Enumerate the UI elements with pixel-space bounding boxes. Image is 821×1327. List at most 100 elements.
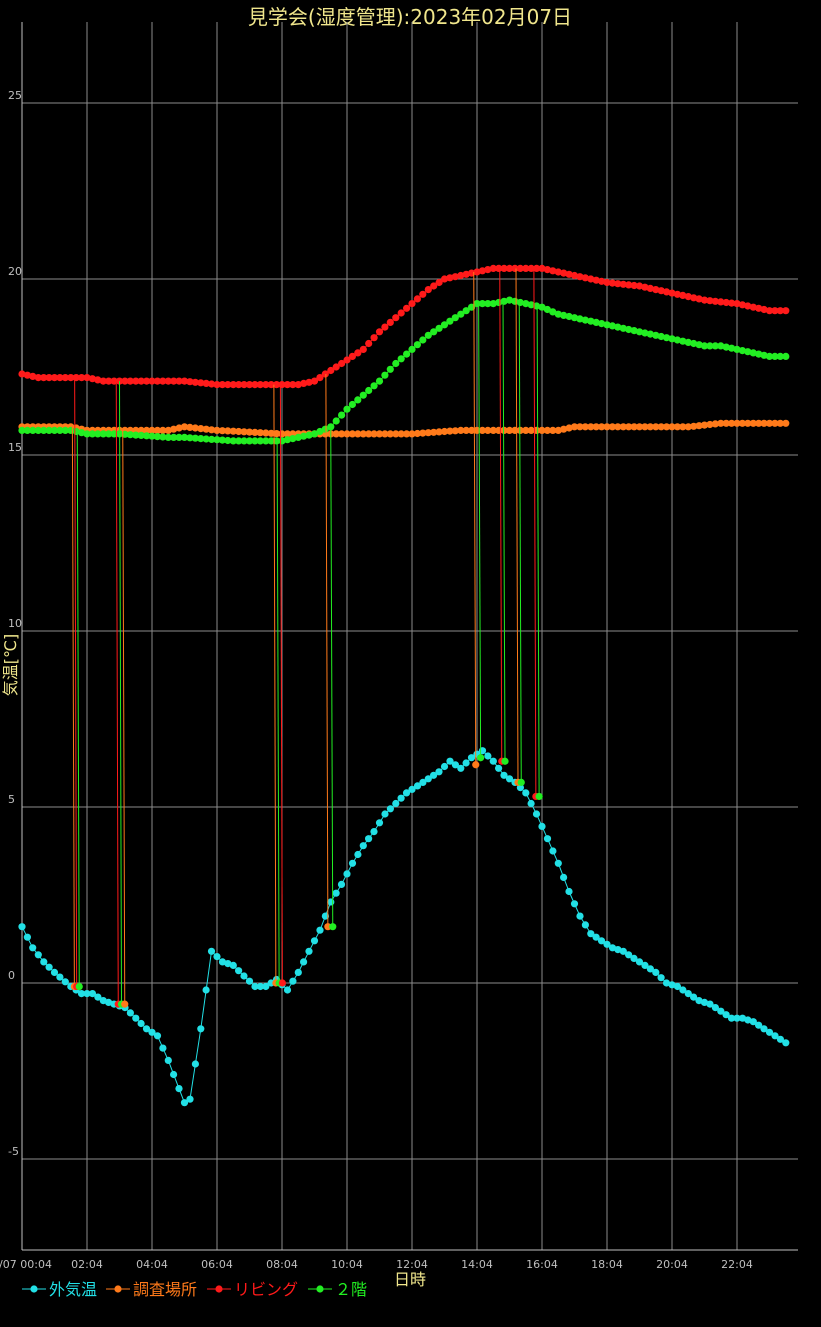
data-point [164, 1056, 172, 1064]
data-point [446, 757, 454, 765]
data-point [522, 789, 530, 797]
data-point [365, 430, 373, 438]
y-tick-labels: 25 20 15 10 5 0 -5 [8, 89, 22, 1158]
data-point [170, 433, 178, 441]
x-tick-label: 10:04 [331, 1258, 363, 1271]
data-point [760, 305, 768, 314]
data-point [267, 429, 275, 437]
data-point [603, 940, 611, 948]
data-point [560, 269, 568, 277]
x-tick-label: 06:04 [201, 1258, 233, 1271]
x-tick-label: 18:04 [591, 1258, 623, 1271]
spike-line [325, 374, 329, 927]
data-point [413, 295, 421, 303]
data-point [533, 264, 541, 272]
data-point [175, 377, 183, 385]
data-point [56, 426, 64, 434]
data-point [327, 423, 335, 431]
data-point [23, 371, 31, 379]
data-point [706, 297, 714, 305]
data-point [365, 386, 373, 395]
data-point [663, 288, 671, 296]
data-point [749, 349, 757, 357]
data-point [755, 350, 763, 358]
data-point [684, 293, 692, 301]
data-point [180, 423, 189, 431]
data-point [733, 419, 741, 427]
data-point [343, 405, 351, 413]
data-point [370, 382, 378, 390]
data-point [717, 342, 725, 350]
data-point [554, 426, 562, 434]
data-point [283, 436, 291, 444]
data-point [652, 331, 660, 339]
data-point [652, 968, 660, 977]
data-point [668, 289, 676, 297]
data-point [273, 430, 281, 438]
data-point [549, 426, 557, 434]
data-point [782, 419, 790, 427]
data-point [706, 1000, 714, 1008]
data-point [581, 316, 589, 324]
data-point [99, 377, 107, 385]
data-point [473, 268, 481, 276]
data-point [413, 341, 421, 349]
data-point [570, 900, 579, 908]
data-point [549, 267, 557, 275]
data-point [289, 435, 297, 443]
data-point [538, 426, 546, 434]
data-point [370, 430, 378, 438]
data-point [451, 761, 459, 769]
data-point [690, 294, 698, 302]
spike-line [119, 381, 122, 1005]
spike-line [499, 264, 503, 762]
data-point [495, 764, 503, 772]
data-point [83, 990, 91, 998]
data-point [440, 427, 449, 436]
data-point [332, 889, 340, 897]
data-point [668, 335, 676, 343]
data-point [760, 419, 768, 427]
data-point [153, 433, 161, 441]
data-point [771, 352, 779, 360]
data-point [408, 300, 416, 308]
data-point [300, 432, 308, 440]
data-point [771, 307, 779, 315]
data-point [316, 427, 324, 436]
x-tick-label: 14:04 [461, 1258, 493, 1271]
data-point [657, 974, 665, 982]
data-point [462, 270, 470, 278]
data-point [191, 378, 199, 386]
spike-line [71, 426, 75, 987]
data-point [348, 352, 356, 360]
data-point [218, 381, 226, 389]
series-line [21, 750, 787, 1104]
data-point [576, 423, 584, 431]
data-point [505, 426, 514, 434]
data-point [105, 377, 113, 385]
data-point [527, 426, 535, 434]
data-point [608, 322, 617, 330]
data-point [175, 433, 183, 441]
data-point [543, 305, 552, 314]
data-point [34, 951, 42, 959]
data-point [603, 423, 611, 431]
data-point [23, 933, 31, 941]
data-point [67, 374, 75, 382]
data-point [451, 427, 459, 435]
data-point [598, 423, 606, 431]
y-tick-label: 5 [8, 793, 15, 806]
data-point [744, 302, 752, 310]
data-point [294, 433, 302, 441]
data-point [132, 377, 140, 385]
data-point [576, 912, 584, 920]
data-point [294, 968, 302, 977]
data-point [755, 419, 763, 427]
data-point [408, 430, 416, 438]
data-point [375, 328, 384, 336]
data-point [695, 341, 703, 349]
data-point [132, 1014, 140, 1022]
series-0 [18, 747, 790, 1107]
data-point [61, 978, 69, 986]
data-point [635, 423, 644, 431]
